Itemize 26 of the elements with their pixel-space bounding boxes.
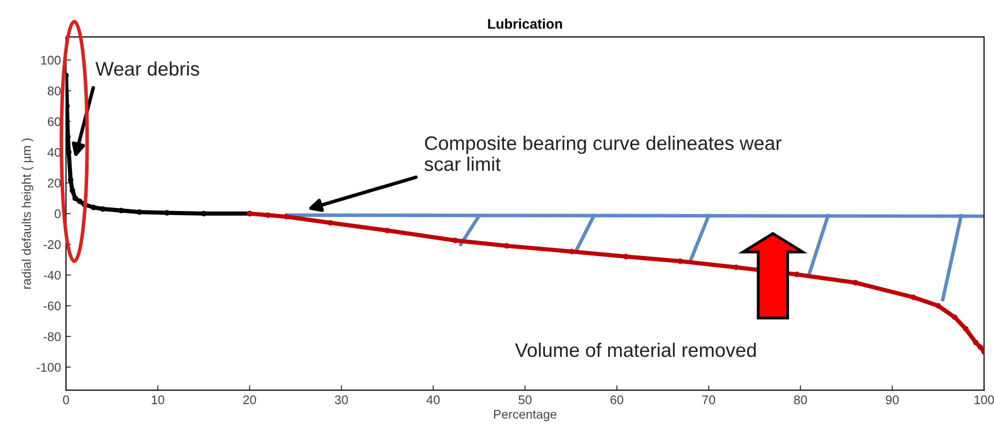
annotation: Wear debris xyxy=(95,61,200,76)
y-tick-label: -40 xyxy=(44,270,61,280)
x-tick-label: 30 xyxy=(334,395,348,404)
x-tick-label: 70 xyxy=(702,395,716,404)
y-tick-label: 0 xyxy=(54,209,61,218)
x-tick-label: 10 xyxy=(152,395,164,404)
y-tick-label: -80 xyxy=(44,332,61,342)
chart-title: Lubrication xyxy=(488,18,562,29)
y-tick-label: 20 xyxy=(48,178,61,188)
x-tick-label: 60 xyxy=(610,395,624,404)
annotation: Composite bearing curve delineates wear scar limit xyxy=(424,136,782,171)
x-tick-label: 0 xyxy=(63,395,69,404)
annotation: Volume of material removed xyxy=(515,342,756,358)
x-tick-label: 20 xyxy=(243,395,256,404)
y-tick-label: -60 xyxy=(44,302,61,310)
x-tick-label: 100 xyxy=(974,395,994,404)
y-tick-label: 100 xyxy=(41,56,61,65)
x-axis-title: Percentage xyxy=(494,410,556,422)
x-tick-label: 40 xyxy=(426,395,440,404)
x-tick-label: 90 xyxy=(886,395,899,404)
x-tick-label: 50 xyxy=(518,395,532,404)
y-tick-label: 80 xyxy=(48,86,61,96)
y-tick-label: -100 xyxy=(36,362,61,372)
x-tick-label: 80 xyxy=(794,395,807,404)
y-tick-label: -20 xyxy=(44,240,61,249)
y-axis-title: radial defaults height ( µm ) xyxy=(22,138,34,289)
